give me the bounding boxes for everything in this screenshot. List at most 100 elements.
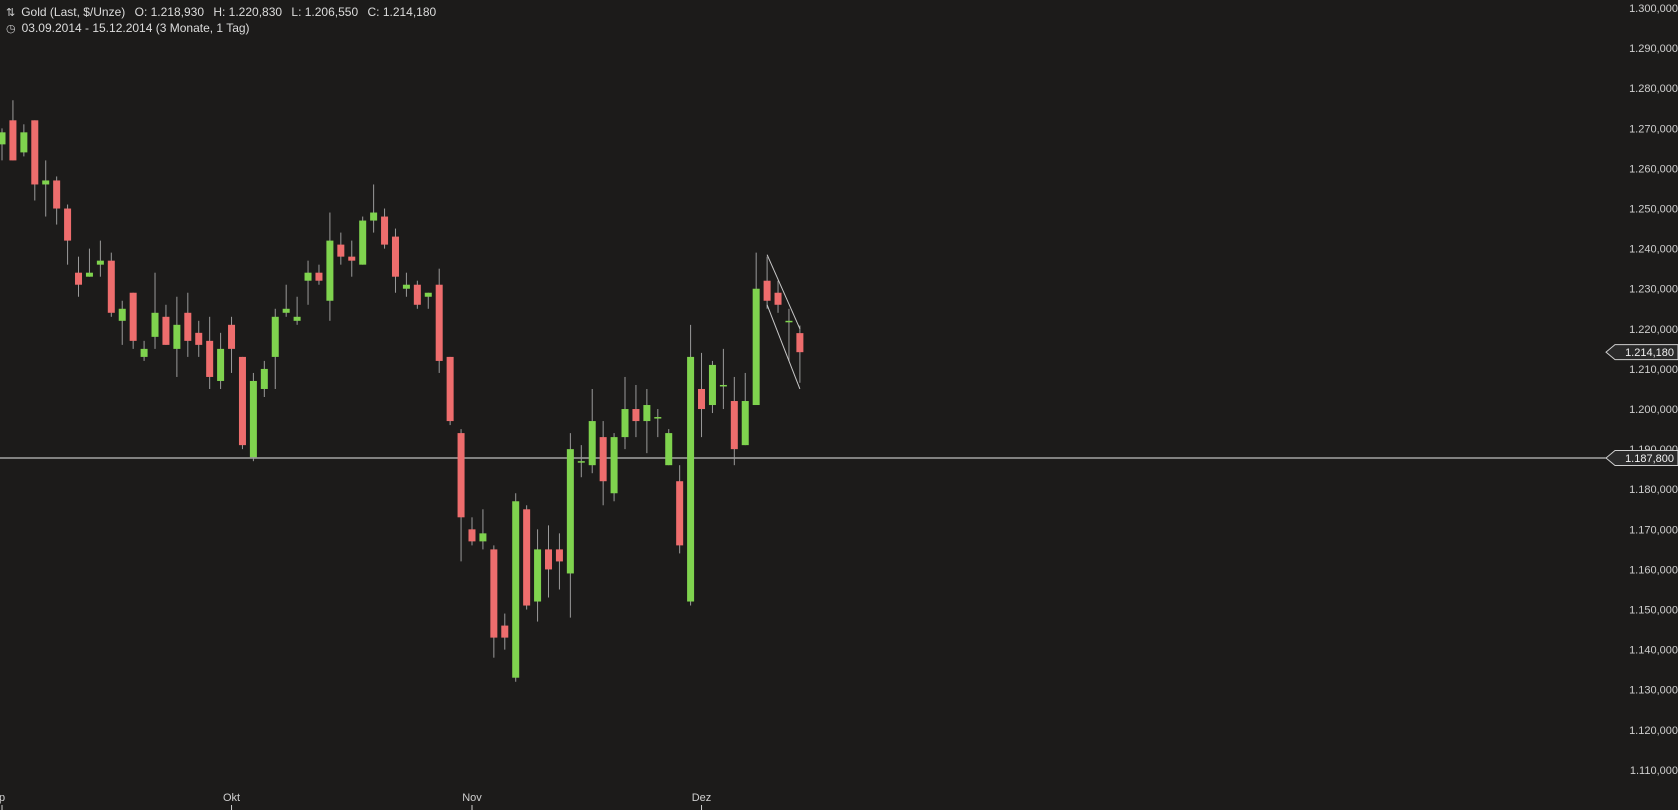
candle (195, 320, 203, 357)
candle (304, 260, 312, 305)
candle (228, 316, 236, 373)
x-tick-label: Dez (692, 792, 712, 804)
candle (708, 360, 716, 414)
last-price-tag-box (1605, 344, 1678, 361)
candle-body (632, 409, 640, 422)
candle-body (588, 421, 596, 466)
candle (96, 240, 104, 277)
candle-body (741, 401, 749, 446)
candle-body (96, 260, 104, 265)
candle (53, 176, 61, 225)
candle-body (643, 405, 651, 422)
candle-body (64, 208, 72, 241)
candle-body (228, 324, 236, 349)
candle (217, 332, 225, 389)
candle (566, 433, 574, 618)
candle (534, 529, 542, 622)
close-value: C: 1.214,180 (367, 5, 437, 19)
candle-body (381, 216, 389, 245)
candle-body (118, 308, 126, 321)
candle-body (785, 320, 793, 323)
clock-icon: ◷ (6, 23, 16, 35)
candle-body (457, 433, 465, 518)
candle-body (249, 380, 257, 458)
date-range-text: 03.09.2014 - 15.12.2014 (3 Monate, 1 Tag… (21, 21, 250, 35)
candle (359, 216, 367, 265)
candle (599, 421, 607, 506)
candle-body (337, 244, 345, 257)
open-value: O: 1.218,930 (134, 5, 204, 19)
candle-body (621, 409, 629, 438)
candle-body (85, 272, 93, 277)
candle (424, 292, 432, 309)
candle-body (698, 388, 706, 410)
candle (9, 100, 17, 161)
candle-body (435, 284, 443, 361)
last-price-tag-label: 1.214,180 (1625, 347, 1674, 359)
candle (184, 292, 192, 357)
candle (381, 208, 389, 249)
y-tick-label: 1.240,000 (1629, 244, 1678, 256)
candle-body (107, 260, 115, 313)
candle (315, 264, 323, 285)
y-tick-label: 1.230,000 (1629, 284, 1678, 296)
y-tick-label: 1.160,000 (1629, 564, 1678, 576)
candle-body (304, 272, 312, 281)
y-tick-label: 1.170,000 (1629, 524, 1678, 536)
candle-body (271, 316, 279, 357)
x-tick-label: Nov (462, 792, 482, 804)
candle-body (413, 284, 421, 305)
candle-body (151, 312, 159, 337)
candle-body (763, 280, 771, 301)
candle-body (566, 449, 574, 574)
high-value: H: 1.220,830 (213, 5, 283, 19)
candle (610, 433, 618, 502)
candle-body (687, 356, 695, 602)
candle-body (610, 437, 618, 494)
candle (337, 232, 345, 265)
candle-body (719, 384, 727, 387)
candle (206, 316, 214, 389)
candle-body (348, 256, 356, 261)
candle-body (173, 324, 181, 349)
candle (402, 272, 410, 297)
candle (501, 613, 509, 650)
candle (348, 240, 356, 277)
candle-body (468, 529, 476, 542)
candle (413, 280, 421, 309)
candle (588, 388, 596, 474)
candle (785, 308, 793, 361)
y-tick-label: 1.300,000 (1629, 3, 1678, 15)
y-tick-label: 1.140,000 (1629, 645, 1678, 657)
candle (774, 280, 782, 313)
candle-body (654, 417, 662, 419)
candle-body (796, 333, 804, 353)
candle (129, 292, 137, 349)
y-tick-label: 1.270,000 (1629, 123, 1678, 135)
candle-body (424, 292, 432, 297)
candle (85, 248, 93, 277)
candle-body (217, 348, 225, 381)
candle (577, 445, 585, 478)
y-tick-label: 1.290,000 (1629, 43, 1678, 55)
candle (752, 252, 760, 406)
candle-body (523, 509, 531, 606)
candle-body (676, 481, 684, 546)
candle-body (20, 132, 28, 153)
candle (0, 128, 6, 161)
candle-body (162, 316, 170, 345)
x-tick-label: Okt (223, 792, 240, 804)
candle-body (260, 368, 268, 389)
candle (370, 184, 378, 233)
candle (654, 409, 662, 438)
y-tick-label: 1.130,000 (1629, 685, 1678, 697)
candle-body (195, 332, 203, 345)
candle (42, 160, 50, 217)
candle (162, 304, 170, 345)
candle (118, 300, 126, 345)
candle (173, 296, 181, 377)
candle (282, 284, 290, 317)
candle (457, 429, 465, 562)
candle (140, 340, 148, 361)
